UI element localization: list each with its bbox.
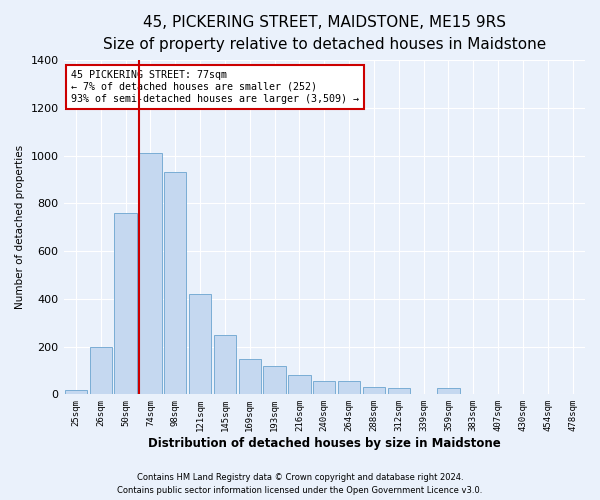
Bar (437, 388, 460, 394)
Bar (239, 358, 261, 394)
Bar (214, 334, 236, 394)
Y-axis label: Number of detached properties: Number of detached properties (15, 146, 25, 310)
Bar (313, 381, 335, 394)
Bar (189, 294, 211, 394)
Title: 45, PICKERING STREET, MAIDSTONE, ME15 9RS
Size of property relative to detached : 45, PICKERING STREET, MAIDSTONE, ME15 9R… (103, 15, 546, 52)
Bar (388, 388, 410, 394)
Bar (164, 172, 187, 394)
Text: 45 PICKERING STREET: 77sqm
← 7% of detached houses are smaller (252)
93% of semi: 45 PICKERING STREET: 77sqm ← 7% of detac… (71, 70, 359, 104)
X-axis label: Distribution of detached houses by size in Maidstone: Distribution of detached houses by size … (148, 437, 500, 450)
Text: Contains HM Land Registry data © Crown copyright and database right 2024.
Contai: Contains HM Land Registry data © Crown c… (118, 474, 482, 495)
Bar (263, 366, 286, 394)
Bar (65, 390, 87, 394)
Bar (115, 213, 137, 394)
Bar (139, 154, 161, 394)
Bar (288, 375, 311, 394)
Bar (338, 381, 360, 394)
Bar (363, 387, 385, 394)
Bar (89, 346, 112, 395)
